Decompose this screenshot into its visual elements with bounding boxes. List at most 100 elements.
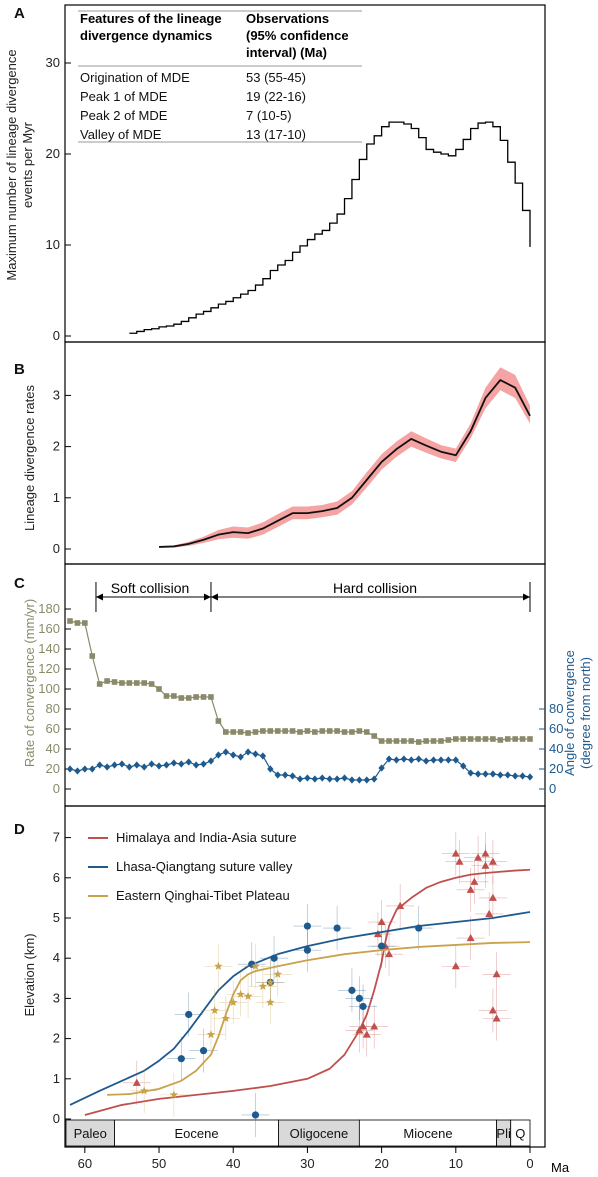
angle-marker: [460, 762, 467, 770]
himalaya-point: [355, 1026, 364, 1034]
panel-d-x-tick-label-40: 40: [226, 1156, 240, 1171]
rate-marker: [401, 738, 407, 744]
angle-marker: [400, 755, 408, 763]
lhasa-point: [303, 922, 312, 930]
angle-marker: [170, 759, 178, 767]
panel-c-yr-tick-label-80: 80: [549, 701, 563, 716]
mde-step-line: [129, 121, 531, 334]
panel-c-yl-tick-label-0: 0: [53, 781, 60, 796]
himalaya-point: [377, 917, 386, 926]
panel-c-yr-tick-label-0: 0: [549, 781, 556, 796]
rate-marker: [378, 738, 385, 744]
angle-marker: [348, 776, 356, 784]
elevation-curve-2: [107, 941, 531, 1096]
angle-marker: [200, 760, 207, 768]
rate-marker: [482, 736, 489, 742]
angle-marker: [341, 774, 348, 782]
panel-a-y-tick-label-10: 10: [46, 237, 60, 252]
rate-marker: [504, 736, 511, 742]
himalaya-point: [492, 970, 501, 978]
rate-marker: [156, 686, 162, 692]
lhasa-point: [359, 1002, 367, 1011]
angle-marker: [126, 763, 133, 771]
panel-d-y-tick-label-6: 6: [53, 870, 60, 885]
rate-marker: [460, 736, 467, 742]
eastern-point: [266, 997, 275, 1007]
himalaya-point: [132, 1078, 141, 1086]
panel-a-ylabel-line1: Maximum number of lineage divergence: [4, 49, 19, 280]
himalaya-point: [455, 857, 464, 865]
lhasa-point: [333, 924, 341, 932]
angle-marker: [252, 750, 259, 758]
angle-marker: [393, 756, 400, 764]
table-header-2-line1: Observations: [246, 11, 329, 26]
rate-marker: [356, 728, 363, 734]
rate-marker: [74, 620, 81, 626]
panel-c-yl-tick-label-40: 40: [46, 741, 60, 756]
panel-c-yl-tick-label-120: 120: [38, 661, 60, 676]
rate-marker: [237, 729, 244, 735]
angle-marker: [482, 770, 489, 778]
angle-marker: [497, 771, 504, 779]
himalaya-point: [451, 962, 460, 970]
eastern-point: [243, 991, 253, 1001]
himalaya-point: [481, 861, 490, 869]
epoch-label-pli: Pli: [496, 1126, 511, 1141]
panel-c-yl-tick-label-80: 80: [46, 701, 60, 716]
rate-marker: [467, 736, 474, 742]
lhasa-point: [378, 942, 386, 950]
angle-marker: [378, 764, 385, 772]
confidence-band: [159, 367, 530, 548]
rate-marker: [230, 729, 237, 735]
angle-marker: [163, 761, 170, 769]
eastern-point: [273, 969, 283, 978]
panel-d-y-tick-label-3: 3: [53, 990, 60, 1005]
himalaya-point: [474, 853, 483, 861]
angle-marker: [274, 771, 281, 779]
soft-collision-arrow-head-right: [203, 593, 211, 601]
rate-marker: [519, 736, 526, 742]
rate-marker: [326, 728, 333, 734]
angle-marker: [111, 761, 118, 769]
eastern-point: [228, 997, 238, 1007]
rate-marker: [371, 733, 377, 739]
rate-marker: [171, 693, 177, 699]
lhasa-point: [177, 1055, 185, 1063]
angle-marker: [281, 771, 289, 779]
angle-marker: [437, 756, 445, 764]
panel-d-xlabel: Ma: [551, 1160, 570, 1175]
himalaya-point: [488, 893, 497, 901]
epoch-label-q: Q: [515, 1126, 525, 1141]
table-header-2-line3: interval) (Ma): [246, 45, 327, 60]
eastern-point: [206, 1030, 216, 1039]
angle-marker: [267, 765, 274, 773]
rate-marker: [304, 728, 311, 734]
angle-marker: [363, 776, 370, 784]
panel-c-letter: C: [14, 575, 25, 592]
epoch-box-miocene: [358, 1119, 498, 1147]
angle-marker: [140, 763, 148, 771]
rate-marker: [141, 680, 147, 686]
rate-marker: [245, 730, 251, 736]
panel-d-y-tick-label-5: 5: [53, 910, 60, 925]
panel-d-y-tick-label-2: 2: [53, 1031, 60, 1046]
angle-marker: [422, 757, 430, 765]
rate-marker: [89, 653, 96, 659]
rate-marker: [96, 681, 103, 687]
rate-marker: [527, 736, 533, 742]
rate-marker: [215, 718, 222, 724]
eastern-point: [266, 977, 275, 986]
rate-marker: [319, 728, 326, 734]
rate-marker: [363, 729, 370, 735]
rate-marker: [423, 738, 429, 744]
angle-marker: [133, 761, 140, 769]
rate-marker: [82, 620, 88, 626]
table-row-3-feature: Valley of MDE: [80, 127, 162, 142]
legend-label-0: Himalaya and India-Asia suture: [116, 830, 297, 845]
lhasa-point: [270, 954, 278, 962]
table-row-1-value: 19 (22-16): [246, 89, 306, 104]
panel-d-ylabel: Elevation (km): [22, 933, 37, 1016]
table-header-1-line1: Features of the lineage: [80, 11, 222, 26]
angle-marker: [103, 763, 111, 771]
lhasa-point: [303, 946, 312, 954]
